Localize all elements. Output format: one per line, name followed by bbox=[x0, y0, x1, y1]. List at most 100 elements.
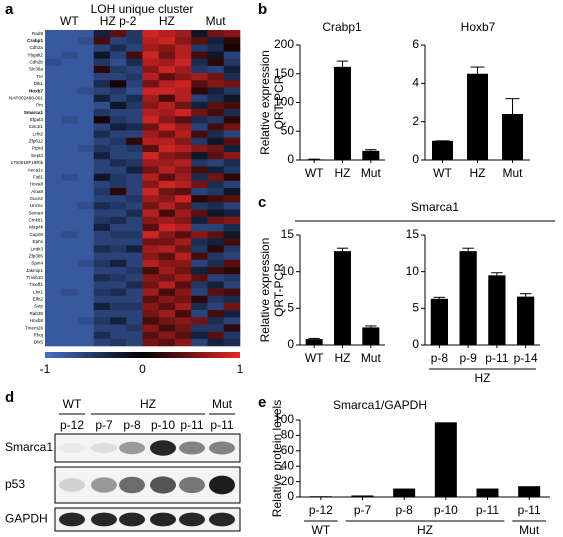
heatmap-cell bbox=[175, 173, 192, 182]
heatmap-cell bbox=[207, 87, 225, 95]
heatmap-cell bbox=[77, 302, 95, 311]
heatmap-cell bbox=[110, 259, 127, 268]
heatmap-cell bbox=[45, 94, 62, 103]
heatmap-cell bbox=[175, 288, 192, 297]
heatmap-cell bbox=[207, 223, 225, 232]
heatmap-cell bbox=[207, 159, 225, 167]
heatmap-cell bbox=[175, 130, 192, 139]
heatmap-cell bbox=[61, 123, 78, 131]
x-tick-label: WT bbox=[433, 166, 452, 180]
heatmap-cell bbox=[61, 116, 78, 124]
heatmap-cell bbox=[126, 281, 143, 289]
heatmap-cell bbox=[223, 94, 241, 103]
heatmap-cell bbox=[93, 188, 111, 196]
heatmap-cell bbox=[207, 152, 225, 160]
heatmap-cell bbox=[191, 130, 208, 139]
heatmap-cell bbox=[77, 195, 95, 203]
gene-label: Aeca1c bbox=[28, 167, 44, 172]
heatmap-cell bbox=[61, 51, 78, 60]
heatmap-cell bbox=[110, 144, 127, 153]
heatmap-cell bbox=[191, 252, 208, 261]
heatmap-cell bbox=[158, 295, 176, 304]
heatmap-cell bbox=[142, 101, 160, 110]
heatmap-cell bbox=[61, 30, 78, 38]
heatmap-cell bbox=[110, 80, 127, 88]
heatmap-cell bbox=[207, 281, 225, 289]
x-tick-label: p-7 bbox=[354, 503, 372, 517]
band bbox=[91, 442, 117, 454]
heatmap-cell bbox=[142, 259, 160, 268]
heatmap-cell bbox=[207, 274, 225, 282]
heatmap-cell bbox=[223, 58, 241, 67]
y-tick-label: 4 bbox=[412, 76, 419, 90]
heatmap-cell bbox=[77, 267, 95, 275]
heatmap-cell bbox=[93, 116, 111, 124]
heatmap-cell bbox=[77, 310, 95, 318]
heatmap-cell bbox=[207, 288, 225, 297]
heatmap-cell bbox=[93, 310, 111, 318]
y-tick-label: 15 bbox=[406, 227, 420, 241]
heatmap-cell bbox=[77, 317, 95, 325]
heatmap-cell bbox=[142, 180, 160, 189]
heatmap-cell bbox=[45, 331, 62, 340]
heatmap-cell bbox=[77, 65, 95, 74]
heatmap-cell bbox=[158, 245, 176, 253]
heatmap-cell bbox=[223, 209, 241, 218]
heatmap-cell bbox=[191, 238, 208, 246]
gene-label: Dlx5 bbox=[34, 340, 44, 345]
heatmap-cell bbox=[207, 295, 225, 304]
heatmap-cell bbox=[142, 73, 160, 81]
heatmap-cell bbox=[61, 231, 78, 239]
heatmap-cell bbox=[158, 238, 176, 246]
gene-label: Lmtk3 bbox=[30, 246, 43, 251]
heatmap-cell bbox=[93, 51, 111, 60]
heatmap-cell bbox=[93, 195, 111, 203]
heatmap-cell bbox=[175, 259, 192, 268]
heatmap-cell bbox=[45, 130, 62, 139]
gene-label: Tmeff1 bbox=[29, 282, 44, 287]
heatmap-cell bbox=[110, 317, 127, 325]
heatmap-cell bbox=[191, 281, 208, 289]
heatmap-cell bbox=[223, 37, 241, 45]
heatmap-cell bbox=[158, 317, 176, 325]
gene-label: Lrfn2 bbox=[33, 131, 44, 136]
heatmap-cell bbox=[207, 209, 225, 218]
gene-label: Aloa8 bbox=[31, 189, 43, 194]
heatmap-cell bbox=[77, 331, 95, 340]
group-label: Mut bbox=[206, 14, 227, 28]
heatmap-cell bbox=[191, 51, 208, 60]
heatmap-cell bbox=[207, 109, 225, 117]
heatmap-cell bbox=[45, 80, 62, 88]
band bbox=[150, 512, 176, 527]
heatmap-cell bbox=[207, 310, 225, 318]
heatmap-cell bbox=[223, 267, 241, 275]
heatmap-cell bbox=[61, 195, 78, 203]
heatmap-cell bbox=[142, 195, 160, 203]
blot-group: HZ bbox=[140, 397, 156, 411]
heatmap-cell bbox=[158, 101, 176, 110]
heatmap-cell bbox=[223, 130, 241, 139]
heatmap-cell bbox=[191, 274, 208, 282]
y-tick-label: 0 bbox=[287, 337, 294, 351]
heatmap-cell bbox=[175, 101, 192, 110]
gene-label: Elfn2 bbox=[33, 297, 44, 302]
heatmap-cell bbox=[45, 58, 62, 67]
heatmap-cell bbox=[45, 288, 62, 297]
band bbox=[150, 476, 176, 494]
x-tick-label: HZ bbox=[335, 351, 351, 365]
heatmap-cell bbox=[142, 65, 160, 74]
heatmap-cell bbox=[207, 73, 225, 81]
heatmap-cell bbox=[45, 188, 62, 196]
heatmap-cell bbox=[158, 195, 176, 203]
heatmap-cell bbox=[110, 188, 127, 196]
gene-label: Sept3 bbox=[31, 153, 43, 158]
heatmap-cell bbox=[110, 159, 127, 167]
heatmap-cell bbox=[110, 37, 127, 45]
y-tick-label: 200 bbox=[274, 37, 294, 51]
heatmap-cell bbox=[93, 288, 111, 297]
heatmap-cell bbox=[223, 87, 241, 95]
lane-label: p-11 bbox=[180, 418, 203, 432]
heatmap-cell bbox=[45, 123, 62, 131]
heatmap-cell bbox=[93, 87, 111, 95]
heatmap-cell bbox=[126, 209, 143, 218]
